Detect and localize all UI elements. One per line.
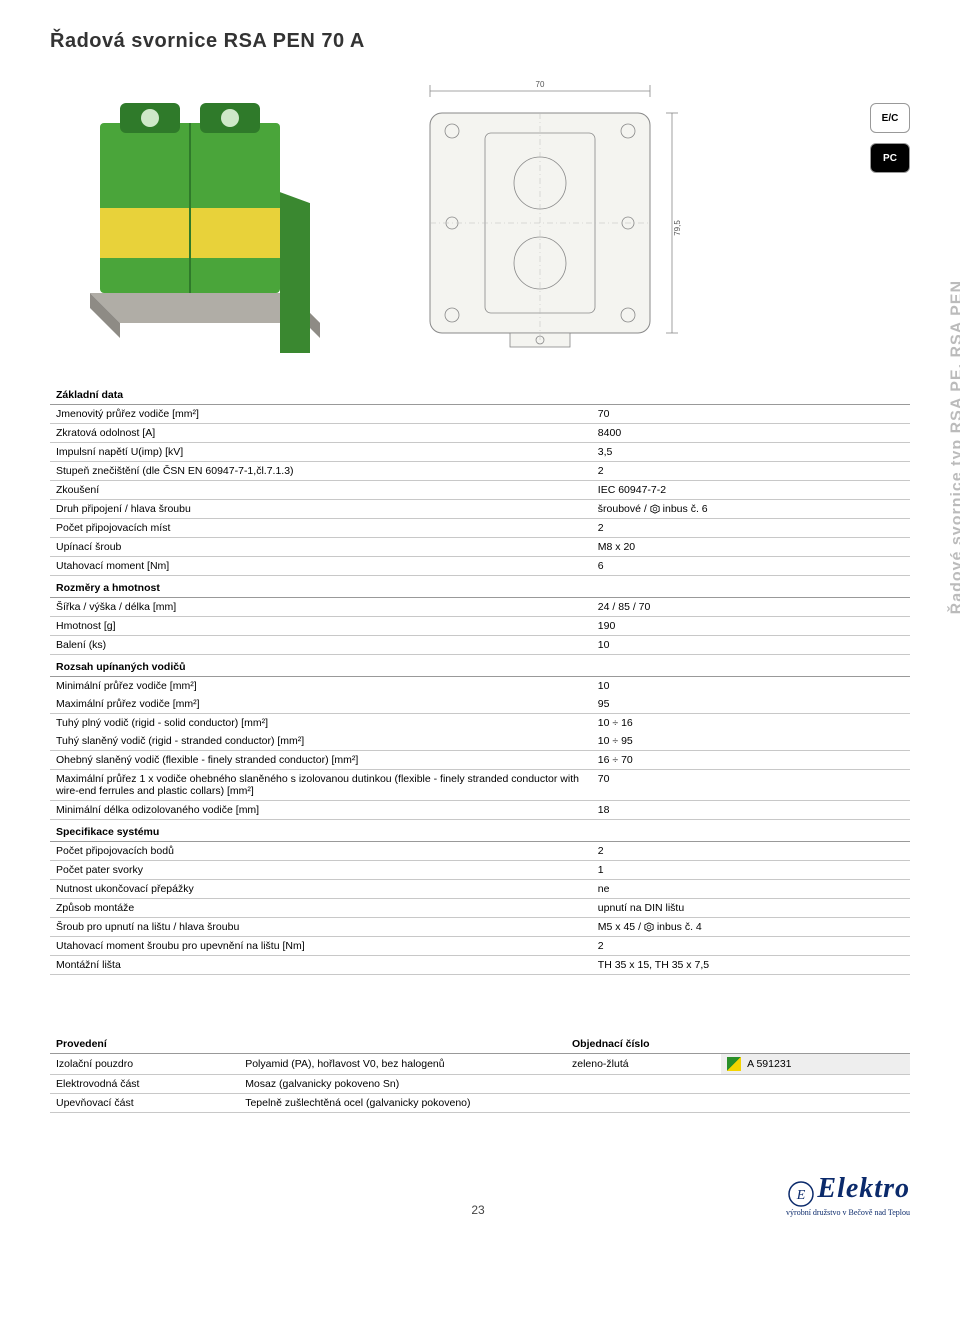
hex-icon bbox=[650, 504, 660, 514]
spec-label: Jmenovitý průřez vodiče [mm²] bbox=[50, 405, 592, 424]
logo-icon: E bbox=[787, 1180, 815, 1208]
spec-label: Upínací šroub bbox=[50, 538, 592, 557]
spec-label: Ohebný slaněný vodič (flexible - finely … bbox=[50, 751, 592, 770]
cert-badge-ec: E/C bbox=[870, 103, 910, 133]
spec-value: 24 / 85 / 70 bbox=[592, 598, 910, 617]
page-number: 23 bbox=[471, 1203, 484, 1217]
spec-value: 10 bbox=[592, 636, 910, 655]
section-basic: Základní data bbox=[50, 383, 910, 405]
spec-label: Minimální průřez vodiče [mm²] bbox=[50, 677, 592, 696]
order-number: A 591231 bbox=[747, 1058, 791, 1070]
spec-label: Balení (ks) bbox=[50, 636, 592, 655]
spec-value: ne bbox=[592, 880, 910, 899]
spec-value-part: inbus č. 6 bbox=[663, 503, 708, 515]
top-figure-row: 70 79,5 bbox=[50, 73, 910, 373]
spec-label: Nutnost ukončovací přepážky bbox=[50, 880, 592, 899]
spec-label: Hmotnost [g] bbox=[50, 617, 592, 636]
cert-badge-pc: PC bbox=[870, 143, 910, 173]
spec-label: Způsob montáže bbox=[50, 899, 592, 918]
footer-cell: Elektrovodná část bbox=[50, 1075, 239, 1094]
spec-value: 2 bbox=[592, 462, 910, 481]
footer-head-provedeni: Provedení bbox=[50, 1035, 239, 1054]
materials-table: Provedení Objednací číslo Izolační pouzd… bbox=[50, 1035, 910, 1113]
spec-label: Impulsní napětí U(imp) [kV] bbox=[50, 443, 592, 462]
spec-label: Počet pater svorky bbox=[50, 861, 592, 880]
spec-table: Základní data Jmenovitý průřez vodiče [m… bbox=[50, 383, 910, 975]
dim-height: 79,5 bbox=[673, 220, 682, 236]
spec-value-part: M5 x 45 / bbox=[598, 921, 644, 933]
spec-label: Šířka / výška / délka [mm] bbox=[50, 598, 592, 617]
spec-label: Minimální délka odizolovaného vodiče [mm… bbox=[50, 801, 592, 820]
brand-logo: E Elektro výrobní družstvo v Bečově nad … bbox=[786, 1173, 910, 1217]
section-dims: Rozměry a hmotnost bbox=[50, 576, 910, 598]
spec-value: 2 bbox=[592, 842, 910, 861]
logo-text: Elektro bbox=[817, 1173, 910, 1204]
logo-subtext: výrobní družstvo v Bečově nad Teplou bbox=[786, 1208, 910, 1217]
spec-value: 3,5 bbox=[592, 443, 910, 462]
spec-value: 6 bbox=[592, 557, 910, 576]
spec-value: 18 bbox=[592, 801, 910, 820]
spec-value-part: inbus č. 4 bbox=[657, 921, 702, 933]
spec-label: Montážní lišta bbox=[50, 956, 592, 975]
section-wires: Rozsah upínaných vodičů bbox=[50, 655, 910, 677]
page-title: Řadová svornice RSA PEN 70 A bbox=[50, 30, 910, 53]
side-category-label: Řadové svornice typ RSA PE, RSA PEN bbox=[948, 280, 960, 614]
footer-cell: zeleno-žlutá bbox=[566, 1054, 721, 1075]
spec-label: Zkoušení bbox=[50, 481, 592, 500]
color-name: zeleno-žlutá bbox=[572, 1058, 629, 1070]
spec-label: Počet připojovacích míst bbox=[50, 519, 592, 538]
footer-head-objednaci: Objednací číslo bbox=[566, 1035, 910, 1054]
spec-value: 10 ÷ 16 bbox=[592, 714, 910, 733]
section-system: Specifikace systému bbox=[50, 820, 910, 842]
certification-badges: E/C PC bbox=[870, 103, 910, 173]
spec-value: šroubové / inbus č. 6 bbox=[592, 500, 910, 519]
spec-value: 1 bbox=[592, 861, 910, 880]
footer-cell: Upevňovací část bbox=[50, 1094, 239, 1113]
spec-value: 10 ÷ 95 bbox=[592, 732, 910, 751]
spec-value: 2 bbox=[592, 519, 910, 538]
spec-label: Utahovací moment [Nm] bbox=[50, 557, 592, 576]
spec-label: Tuhý slaněný vodič (rigid - stranded con… bbox=[50, 732, 592, 751]
dim-width: 70 bbox=[536, 80, 545, 89]
spec-value: 10 bbox=[592, 677, 910, 696]
footer-cell: Mosaz (galvanicky pokoveno Sn) bbox=[239, 1075, 566, 1094]
spec-label: Zkratová odolnost [A] bbox=[50, 424, 592, 443]
spec-label: Šroub pro upnutí na lištu / hlava šroubu bbox=[50, 918, 592, 937]
spec-value: IEC 60947-7-2 bbox=[592, 481, 910, 500]
footer-cell: Polyamid (PA), hořlavost V0, bez halogen… bbox=[239, 1054, 566, 1075]
spec-value: 70 bbox=[592, 770, 910, 801]
spec-value: 190 bbox=[592, 617, 910, 636]
spec-label: Stupeň znečištění (dle ČSN EN 60947-7-1,… bbox=[50, 462, 592, 481]
color-swatch-icon bbox=[727, 1057, 741, 1071]
spec-value: 8400 bbox=[592, 424, 910, 443]
spec-value-part: šroubové / bbox=[598, 503, 650, 515]
spec-value: upnutí na DIN lištu bbox=[592, 899, 910, 918]
spec-label: Tuhý plný vodič (rigid - solid conductor… bbox=[50, 714, 592, 733]
footer-cell: Izolační pouzdro bbox=[50, 1054, 239, 1075]
spec-label: Počet připojovacích bodů bbox=[50, 842, 592, 861]
spec-label: Maximální průřez vodiče [mm²] bbox=[50, 695, 592, 714]
spec-value: 70 bbox=[592, 405, 910, 424]
spec-value: M8 x 20 bbox=[592, 538, 910, 557]
spec-value: 16 ÷ 70 bbox=[592, 751, 910, 770]
footer-head-empty bbox=[239, 1035, 566, 1054]
spec-label: Druh připojení / hlava šroubu bbox=[50, 500, 592, 519]
spec-value: M5 x 45 / inbus č. 4 bbox=[592, 918, 910, 937]
technical-drawing: 70 79,5 bbox=[380, 73, 700, 373]
product-photo bbox=[50, 73, 350, 353]
spec-label: Maximální průřez 1 x vodiče ohebného sla… bbox=[50, 770, 592, 801]
footer-cell: Tepelně zušlechtěná ocel (galvanicky pok… bbox=[239, 1094, 566, 1113]
footer-cell: A 591231 bbox=[721, 1054, 910, 1075]
svg-text:E: E bbox=[795, 1188, 805, 1203]
spec-value: 2 bbox=[592, 937, 910, 956]
spec-value: 95 bbox=[592, 695, 910, 714]
spec-value: TH 35 x 15, TH 35 x 7,5 bbox=[592, 956, 910, 975]
hex-icon bbox=[644, 922, 654, 932]
spec-label: Utahovací moment šroubu pro upevnění na … bbox=[50, 937, 592, 956]
